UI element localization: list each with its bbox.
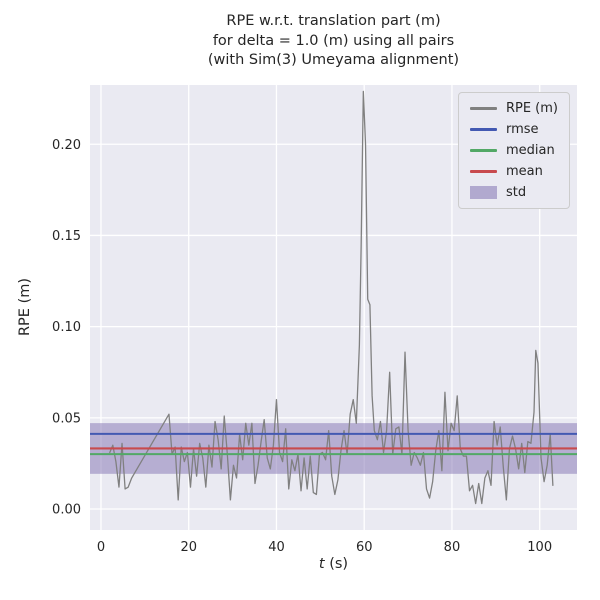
- chart-title-line-1: RPE w.r.t. translation part (m): [226, 13, 441, 29]
- x-tick-label: 80: [444, 540, 461, 555]
- x-tick-label: 60: [356, 540, 373, 555]
- legend-patch-swatch: [469, 186, 497, 199]
- legend-line-swatch: [469, 170, 497, 173]
- chart-title-line-3: (with Sim(3) Umeyama alignment): [207, 52, 460, 68]
- legend-label: RPE (m): [505, 101, 558, 116]
- legend-line-swatch: [469, 107, 497, 110]
- y-tick-label: 0.10: [52, 320, 81, 335]
- legend-label: rmse: [505, 122, 539, 137]
- x-tick-label: 20: [180, 540, 197, 555]
- y-tick-label: 0.00: [52, 503, 81, 518]
- legend-item-mean: mean: [469, 164, 558, 179]
- y-tick-label: 0.05: [52, 411, 81, 426]
- legend: RPE (m) rmse median mean std: [457, 92, 570, 209]
- x-axis-label-italic: t: [318, 556, 325, 572]
- legend-item-rmse: rmse: [469, 122, 558, 137]
- x-tick-label: 100: [527, 540, 552, 555]
- y-tick-label: 0.15: [52, 229, 81, 244]
- x-tick-label: 0: [97, 540, 105, 555]
- legend-item-std: std: [469, 185, 558, 200]
- legend-label: median: [505, 143, 555, 158]
- legend-line-swatch: [469, 149, 497, 152]
- chart-title: RPE w.r.t. translation part (m) for delt…: [90, 12, 577, 71]
- y-tick-label: 0.20: [52, 138, 81, 153]
- x-axis-label-rest: (s): [324, 556, 349, 572]
- legend-label: mean: [505, 164, 543, 179]
- rpe-series-line: [109, 90, 554, 505]
- y-axis-label: RPE (m): [17, 277, 33, 337]
- legend-item-median: median: [469, 143, 558, 158]
- legend-label: std: [505, 185, 527, 200]
- x-tick-label: 40: [268, 540, 285, 555]
- x-axis-label: t (s): [90, 556, 577, 572]
- legend-item-rpe-m: RPE (m): [469, 101, 558, 116]
- legend-line-swatch: [469, 128, 497, 131]
- chart-title-line-2: for delta = 1.0 (m) using all pairs: [212, 32, 455, 49]
